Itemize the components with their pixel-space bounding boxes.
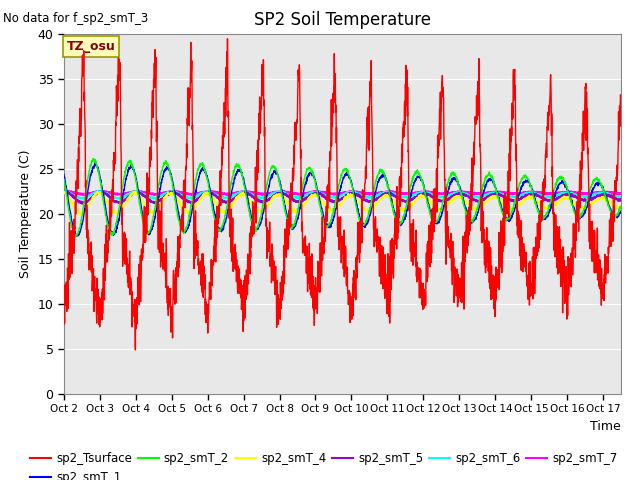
Text: No data for f_sp2_smT_3: No data for f_sp2_smT_3 — [3, 12, 148, 25]
Legend: sp2_Tsurface, sp2_smT_1, sp2_smT_2, sp2_smT_4, sp2_smT_5, sp2_smT_6, sp2_smT_7: sp2_Tsurface, sp2_smT_1, sp2_smT_2, sp2_… — [26, 447, 622, 480]
Title: SP2 Soil Temperature: SP2 Soil Temperature — [254, 11, 431, 29]
Y-axis label: Soil Temperature (C): Soil Temperature (C) — [19, 149, 32, 278]
X-axis label: Time: Time — [590, 420, 621, 432]
Text: TZ_osu: TZ_osu — [67, 40, 116, 53]
